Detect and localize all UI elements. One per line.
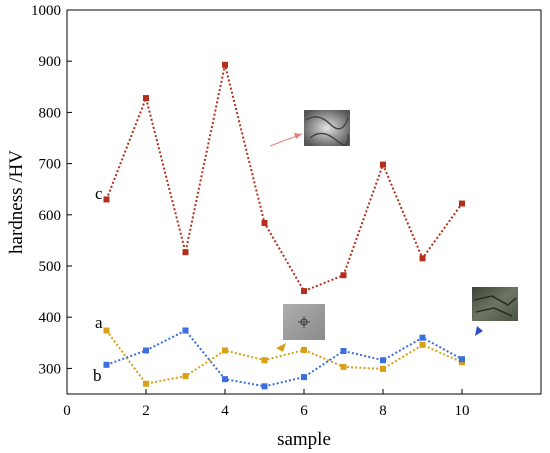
series-c-point — [419, 255, 426, 262]
x-axis: 0 2 4 6 8 10 — [63, 389, 470, 419]
x-tick-label: 6 — [300, 403, 308, 419]
microstructure-c-photo — [304, 110, 350, 146]
series-c-point — [459, 200, 465, 207]
microstructure-b-arrowhead — [475, 326, 483, 336]
microstructure-a-arrowhead — [276, 343, 286, 352]
y-tick-label: 300 — [39, 361, 62, 377]
y-tick-label: 700 — [39, 157, 62, 173]
series-a-point — [182, 373, 189, 380]
series-a-point — [261, 357, 268, 364]
series-b-point — [301, 374, 307, 381]
series-b-point — [419, 334, 426, 341]
series-c — [103, 61, 465, 295]
series-a-point — [380, 365, 386, 372]
y-tick-label: 800 — [39, 105, 62, 121]
x-tick-label: 0 — [63, 403, 71, 419]
series-a-point — [459, 359, 465, 366]
series-b-line — [106, 329, 463, 388]
series-c-point — [380, 161, 386, 168]
series-c-line — [105, 64, 463, 293]
microstructure-b-texture — [473, 295, 517, 317]
series-a — [103, 327, 465, 387]
series-c-point — [182, 249, 189, 256]
x-axis-title: sample — [277, 429, 331, 450]
series-b-point — [222, 376, 228, 383]
series-label-a: a — [95, 313, 103, 332]
series-a-point — [340, 363, 347, 370]
series-c-point — [261, 219, 268, 226]
y-tick-label: 1000 — [31, 3, 61, 19]
microstructure-image-b — [472, 287, 518, 336]
y-tick-label: 500 — [39, 259, 62, 275]
y-axis: 300 400 500 600 700 800 900 1000 — [31, 3, 72, 377]
series-c-point — [143, 95, 149, 102]
series-a-point — [103, 327, 110, 334]
series-a-line — [105, 329, 463, 385]
series-b-point — [261, 383, 268, 390]
series-b — [103, 327, 465, 390]
series-c-point — [103, 196, 110, 203]
series-label-b: b — [93, 366, 102, 385]
series-c-point — [301, 288, 307, 295]
microstructure-c-texture — [305, 116, 349, 146]
series-b-point — [182, 327, 189, 334]
x-tick-label: 2 — [142, 403, 150, 419]
series-b-point — [103, 361, 110, 368]
microstructure-image-a — [276, 304, 325, 352]
microstructure-image-c — [269, 110, 350, 147]
series-a-point — [222, 347, 228, 354]
series-b-point — [340, 347, 347, 354]
series-a-point — [419, 341, 426, 348]
y-tick-label: 900 — [39, 54, 62, 70]
series-a-point — [301, 346, 307, 353]
series-a-point — [143, 380, 149, 387]
series-c-point — [222, 61, 228, 68]
x-tick-label: 4 — [221, 403, 229, 419]
series-c-point — [340, 272, 347, 279]
microstructure-c-arrowhead — [294, 133, 302, 139]
x-tick-label: 8 — [379, 403, 387, 419]
y-tick-label: 400 — [39, 310, 62, 326]
series-layer — [103, 61, 465, 390]
x-tick-label: 10 — [455, 403, 470, 419]
y-tick-label: 600 — [39, 208, 62, 224]
series-b-point — [380, 357, 386, 364]
series-label-c: c — [95, 184, 103, 203]
series-b-point — [459, 356, 465, 363]
y-axis-title: hardness /HV — [6, 150, 27, 254]
series-b-point — [143, 347, 149, 354]
